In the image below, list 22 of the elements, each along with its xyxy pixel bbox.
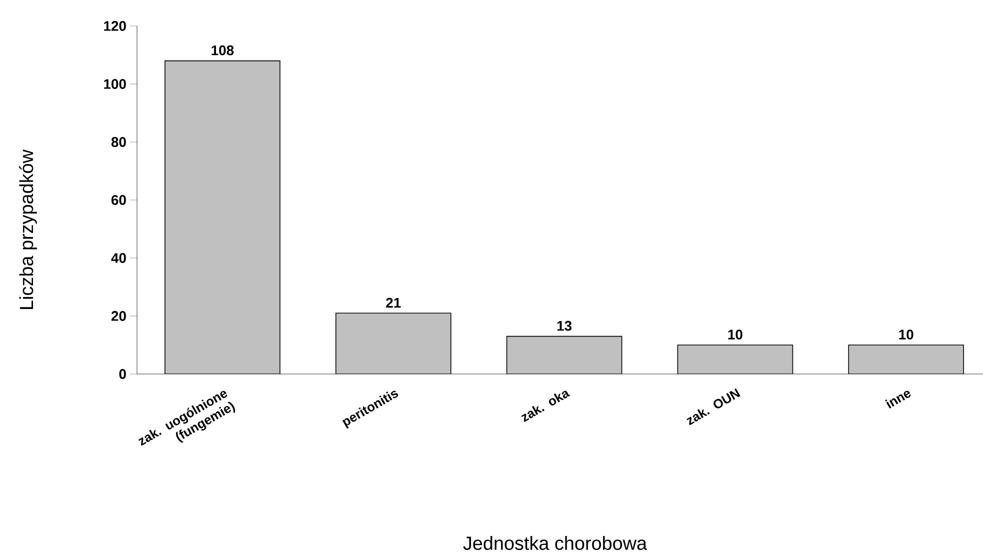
bar <box>677 344 794 374</box>
x-tick-label: zak. oka <box>521 390 570 422</box>
y-axis-title: Liczba przypadków <box>19 150 37 309</box>
data-label: 10 <box>728 330 742 340</box>
data-label: 21 <box>386 298 401 308</box>
bar <box>848 344 964 374</box>
x-tick-label: zak. OUN <box>686 388 740 426</box>
x-axis-title: Jednostka chorobowa <box>463 536 648 550</box>
y-tick-label: 20 <box>111 311 126 321</box>
data-label: 13 <box>557 320 572 331</box>
y-tick-label: 40 <box>111 253 126 263</box>
y-tick-label: 120 <box>104 21 126 31</box>
bar <box>164 60 280 374</box>
y-tick-label: 80 <box>111 137 126 147</box>
bar <box>335 312 452 374</box>
y-tick-label: 100 <box>104 79 126 89</box>
x-tick-label: inne <box>885 390 911 408</box>
data-label: 10 <box>899 330 914 340</box>
bar <box>506 336 622 374</box>
y-tick-label: 0 <box>119 369 126 379</box>
data-label: 108 <box>212 45 234 56</box>
y-tick-label: 60 <box>111 195 126 205</box>
